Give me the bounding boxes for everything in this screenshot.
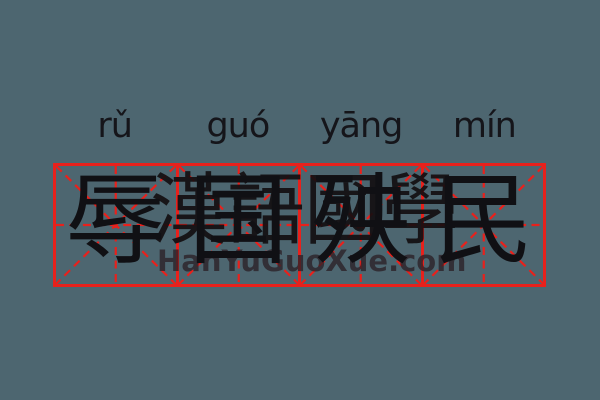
practice-grid: 辱 国 殃 <box>53 163 546 287</box>
pinyin-syllable-2: guó <box>206 106 270 146</box>
pinyin-syllable-3: yāng <box>319 106 404 146</box>
grid-guidelines-icon <box>56 166 176 284</box>
grid-guidelines-icon <box>423 166 543 284</box>
grid-cell-2: 国 <box>178 162 301 284</box>
watermark-cjk: 漢語國學 <box>150 166 459 256</box>
hanzi-character-3: 殃 <box>310 162 411 279</box>
grid-cell-4: 民 <box>423 162 543 284</box>
hanzi-character-1: 辱 <box>65 162 166 279</box>
grid-cell-1: 辱 <box>56 166 179 284</box>
grid-guidelines-icon <box>178 166 298 284</box>
watermark-site-url: HanYuGuoXue.com <box>157 244 467 278</box>
pinyin-syllable-1: rǔ <box>97 106 133 146</box>
hanzi-character-4: 民 <box>433 162 534 279</box>
grid-guidelines-icon <box>301 166 421 284</box>
pinyin-row: rǔ guó yāng mín <box>53 104 546 148</box>
grid-cell-3: 殃 <box>301 166 424 284</box>
pinyin-syllable-4: mín <box>452 106 517 146</box>
hanzi-character-2: 国 <box>188 162 289 279</box>
